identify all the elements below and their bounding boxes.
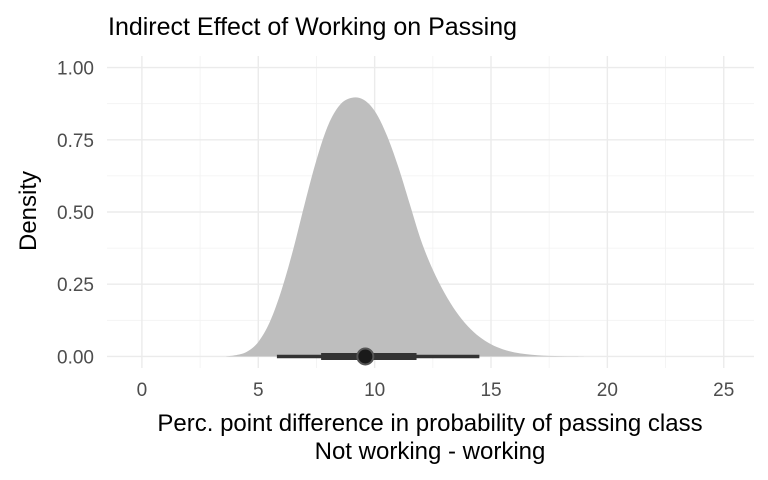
x-axis-label-line1: Perc. point difference in probability of… <box>157 410 702 437</box>
density-area <box>225 97 585 357</box>
x-axis-label-line2: Not working - working <box>315 438 546 465</box>
y-tick-label: 1.00 <box>57 59 94 80</box>
x-tick-label: 0 <box>137 380 148 401</box>
x-tick-label: 10 <box>364 380 385 401</box>
x-tick-label: 15 <box>480 380 501 401</box>
plot-marks <box>225 97 585 366</box>
y-tick-label: 0.50 <box>57 203 94 224</box>
y-axis-label: Density <box>15 171 42 251</box>
point-estimate <box>356 347 375 366</box>
y-tick-label: 0.75 <box>57 131 94 152</box>
chart-title: Indirect Effect of Working on Passing <box>108 13 517 41</box>
y-tick-label: 0.25 <box>57 275 94 296</box>
x-tick-label: 25 <box>713 380 734 401</box>
tick-labels: 0 5 10 15 20 25 0.00 0.25 0.50 0.75 1.00 <box>57 59 734 401</box>
y-tick-label: 0.00 <box>57 347 94 368</box>
x-tick-label: 20 <box>597 380 618 401</box>
x-tick-label: 5 <box>253 380 264 401</box>
